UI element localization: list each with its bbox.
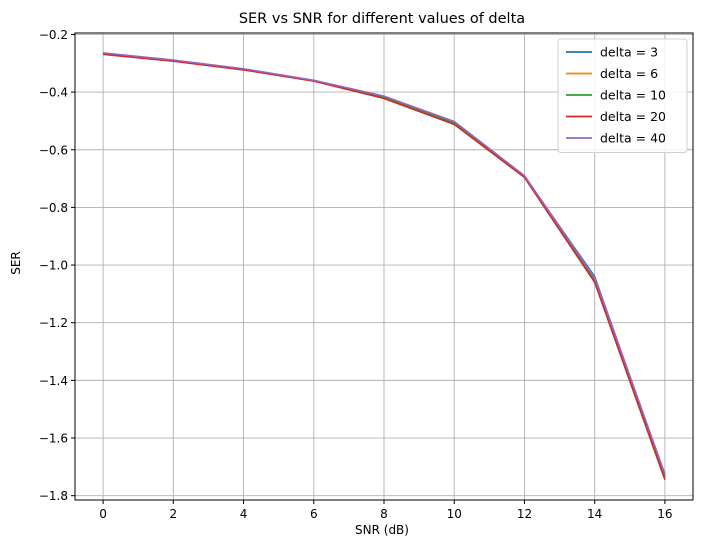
y-tick-label: −0.4 bbox=[39, 86, 68, 100]
x-tick-label: 10 bbox=[447, 507, 462, 521]
y-tick-label: −1.4 bbox=[39, 374, 68, 388]
legend-label: delta = 20 bbox=[600, 109, 666, 124]
legend: delta = 3 delta = 6 delta = 10 delta = 20 de… bbox=[557, 38, 688, 153]
series-lines bbox=[103, 52, 666, 481]
x-tick-label: 8 bbox=[380, 507, 388, 521]
y-tick-label: −1.8 bbox=[39, 489, 68, 503]
ticks: 0 2 4 6 8 10 12 14 16 −1.8 −1.6 −1.4 −1.2 −1.0 −0.8 −0.… bbox=[39, 28, 673, 521]
legend-label: delta = 40 bbox=[600, 131, 666, 146]
grid bbox=[75, 33, 693, 500]
legend-box bbox=[557, 38, 688, 153]
y-tick-label: −0.6 bbox=[39, 143, 68, 157]
y-axis-label: SER bbox=[9, 251, 23, 275]
y-tick-label: −1.0 bbox=[39, 259, 68, 273]
x-tick-label: 12 bbox=[517, 507, 532, 521]
series-line-4 bbox=[103, 53, 666, 481]
series-line-5 bbox=[103, 52, 666, 475]
y-tick-label: −1.6 bbox=[39, 432, 68, 446]
y-tick-label: −1.2 bbox=[39, 316, 68, 330]
legend-label: delta = 6 bbox=[600, 66, 658, 81]
x-tick-label: 2 bbox=[169, 507, 177, 521]
legend-label: delta = 3 bbox=[600, 45, 658, 60]
x-tick-label: 14 bbox=[587, 507, 602, 521]
chart-title: SER vs SNR for different values of delta bbox=[239, 11, 525, 27]
y-tick-label: −0.2 bbox=[39, 28, 68, 42]
x-tick-label: 0 bbox=[99, 507, 107, 521]
x-tick-label: 6 bbox=[310, 507, 318, 521]
y-tick-label: −0.8 bbox=[39, 201, 68, 215]
x-tick-label: 4 bbox=[240, 507, 248, 521]
legend-label: delta = 10 bbox=[600, 88, 666, 103]
x-tick-label: 16 bbox=[657, 507, 672, 521]
x-axis-label: SNR (dB) bbox=[355, 523, 409, 537]
